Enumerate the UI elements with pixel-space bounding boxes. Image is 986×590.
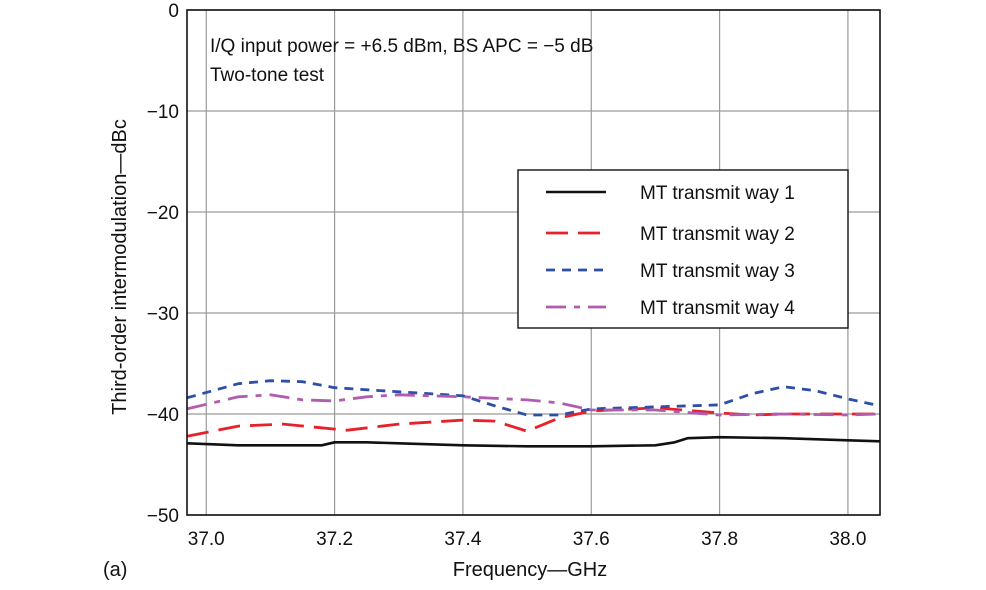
x-tick-label: 37.2 bbox=[316, 529, 353, 550]
series-line-way-4 bbox=[186, 393, 881, 417]
annotation-line-2: Two-tone test bbox=[210, 65, 325, 86]
series-lines bbox=[186, 379, 881, 448]
panel-label: (a) bbox=[103, 559, 127, 581]
y-tick-labels: 0 −10 −20 −30 −40 −50 bbox=[147, 1, 179, 527]
legend-box bbox=[517, 169, 849, 329]
annotation-line-1: I/Q input power = +6.5 dBm, BS APC = −5 … bbox=[210, 36, 593, 57]
x-tick-label: 37.0 bbox=[188, 529, 225, 550]
y-tick-label: −10 bbox=[147, 102, 179, 123]
y-tick-label: −20 bbox=[147, 203, 179, 224]
y-axis-title: Third-order intermodulation—dBc bbox=[109, 119, 131, 415]
y-tick-label: −50 bbox=[147, 506, 179, 527]
x-tick-label: 38.0 bbox=[829, 529, 866, 550]
legend-label-way-1: MT transmit way 1 bbox=[640, 183, 795, 204]
series-line-way-2 bbox=[186, 406, 880, 438]
x-tick-label: 37.6 bbox=[573, 529, 610, 550]
x-tick-label: 37.4 bbox=[444, 529, 481, 550]
legend-label-way-2: MT transmit way 2 bbox=[640, 224, 795, 245]
legend-label-way-3: MT transmit way 3 bbox=[640, 261, 795, 282]
x-tick-labels: 37.0 37.2 37.4 37.6 37.8 38.0 bbox=[188, 529, 867, 550]
series-line-way-1 bbox=[186, 435, 881, 448]
y-tick-label: −30 bbox=[147, 304, 179, 325]
y-tick-label: 0 bbox=[168, 1, 179, 22]
plot-area-frame bbox=[186, 9, 881, 516]
y-tick-label: −40 bbox=[147, 405, 179, 426]
x-tick-label: 37.8 bbox=[701, 529, 738, 550]
series-line-way-3 bbox=[186, 379, 881, 417]
x-axis-title: Frequency—GHz bbox=[453, 559, 608, 581]
legend: MT transmit way 1 MT transmit way 2 MT t… bbox=[517, 169, 849, 329]
legend-label-way-4: MT transmit way 4 bbox=[640, 298, 795, 319]
